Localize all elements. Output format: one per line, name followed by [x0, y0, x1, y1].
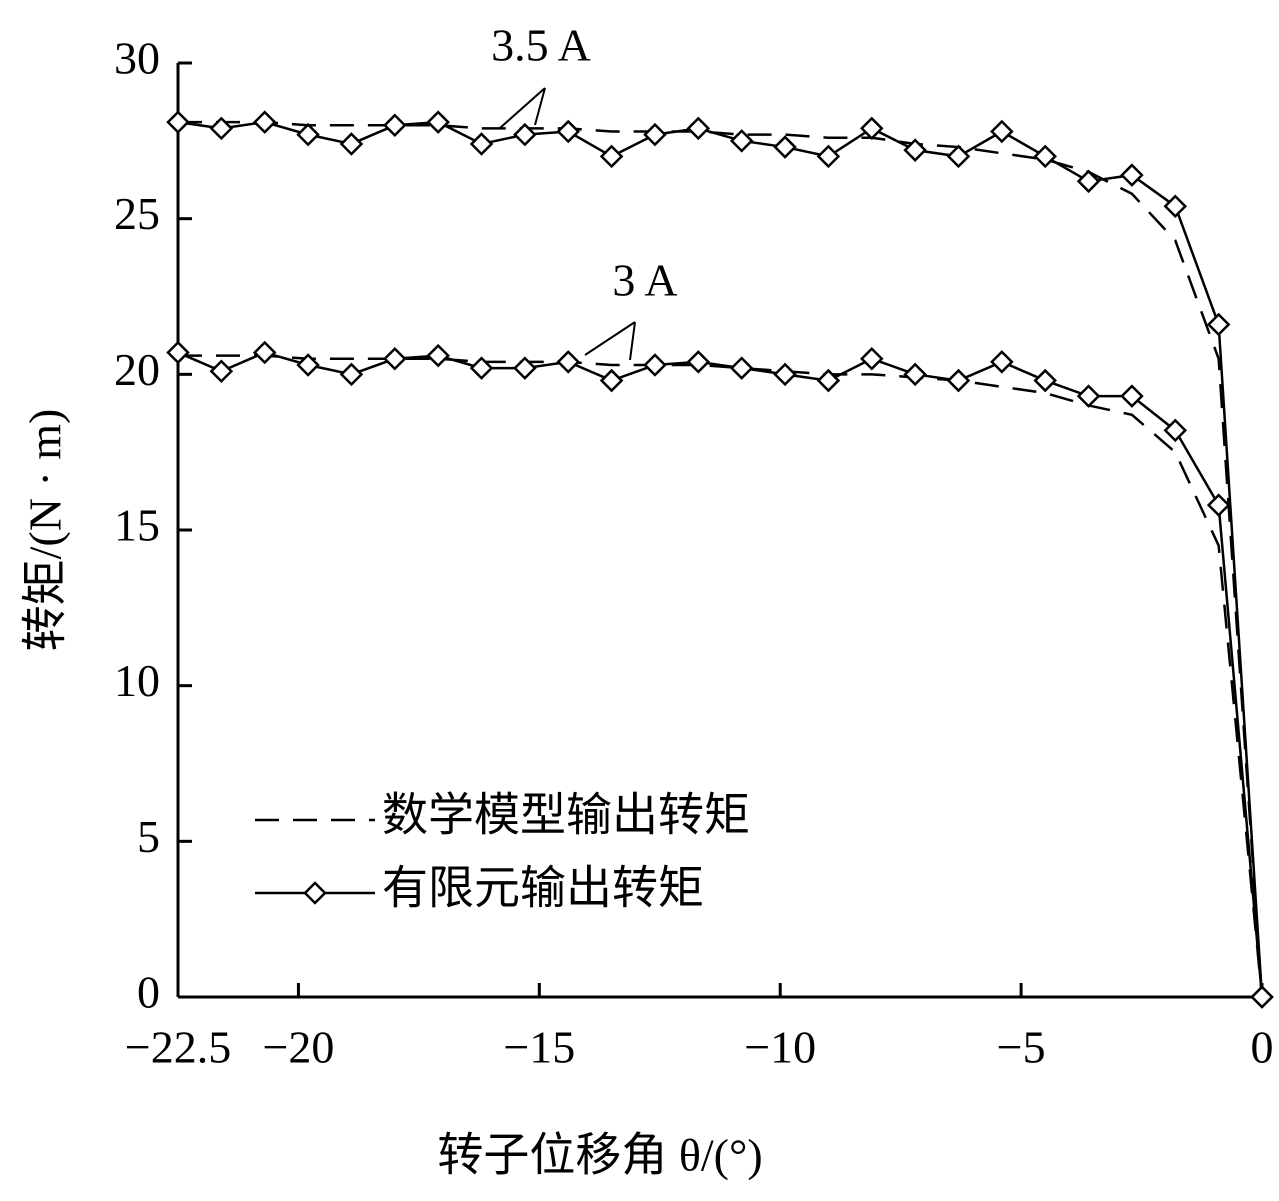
- fem-marker: [686, 116, 711, 141]
- annotation-leader: [534, 87, 546, 126]
- fem-marker: [1076, 169, 1101, 194]
- fem-marker: [556, 350, 581, 374]
- fem-marker: [686, 350, 711, 374]
- fem-marker: [1163, 418, 1188, 443]
- fem-marker: [383, 346, 407, 371]
- legend-label: 数学模型输出转矩: [382, 790, 750, 841]
- fem-marker: [166, 340, 190, 365]
- x-tick-label: −10: [744, 1022, 816, 1073]
- fem-marker: [990, 119, 1014, 144]
- fem-marker: [903, 138, 927, 162]
- fem-marker: [946, 368, 971, 393]
- fem-marker: [599, 144, 624, 169]
- fem-marker: [773, 135, 797, 159]
- fem-marker: [513, 356, 537, 380]
- fem-marker: [729, 129, 754, 153]
- fem-marker: [296, 122, 320, 147]
- y-tick-label: 20: [114, 344, 160, 395]
- x-tick-label: 0: [1251, 1022, 1274, 1073]
- annotation-leader: [584, 321, 636, 356]
- x-tick-label: −5: [997, 1022, 1046, 1073]
- y-axis-label: 转矩/(N · m): [20, 409, 71, 652]
- fem-line: [177, 351, 1264, 998]
- annotation-leader: [499, 87, 546, 129]
- fem-marker: [1033, 368, 1057, 393]
- fem-marker: [469, 356, 494, 380]
- fem-marker: [469, 132, 494, 156]
- fem-marker: [1206, 312, 1231, 337]
- fem-marker: [1076, 384, 1101, 408]
- fem-marker: [209, 359, 234, 383]
- fem-marker: [816, 368, 841, 393]
- fem-marker: [859, 116, 884, 141]
- fem-marker: [729, 356, 754, 380]
- x-tick-label: −20: [262, 1022, 334, 1073]
- fem-marker: [426, 343, 450, 368]
- fem-marker: [643, 122, 667, 147]
- fem-line: [177, 120, 1264, 998]
- fem-marker: [296, 353, 320, 377]
- y-tick-label: 0: [137, 967, 160, 1018]
- x-tick-label: −15: [503, 1022, 575, 1073]
- fem-marker: [1163, 194, 1188, 218]
- fem-marker: [990, 350, 1014, 374]
- fem-marker: [426, 110, 450, 134]
- fem-marker: [383, 113, 407, 138]
- fem-marker: [339, 362, 364, 387]
- fem-marker: [1206, 493, 1231, 517]
- legend-marker: [303, 881, 327, 905]
- fem-marker: [946, 144, 971, 169]
- model-line: [178, 120, 1264, 998]
- fem-marker: [166, 110, 190, 134]
- fem-marker: [816, 144, 841, 169]
- fem-marker: [903, 362, 927, 387]
- fem-marker: [1120, 163, 1144, 187]
- fem-marker: [556, 119, 581, 144]
- fem-marker: [1033, 144, 1057, 169]
- x-tick-label: −22.5: [125, 1022, 231, 1073]
- fem-marker: [209, 116, 234, 141]
- fem-marker: [252, 340, 277, 365]
- annotation: 3 A: [612, 255, 677, 306]
- annotation-leader: [629, 321, 636, 361]
- annotation: 3.5 A: [491, 20, 591, 71]
- fem-marker: [773, 362, 797, 387]
- model-line: [178, 354, 1264, 998]
- fem-marker: [1250, 985, 1274, 1009]
- fem-marker: [252, 110, 277, 134]
- x-axis-label: 转子位移角 θ/(°): [437, 1130, 762, 1181]
- y-tick-label: 25: [114, 188, 160, 239]
- legend-label: 有限元输出转矩: [382, 863, 704, 914]
- fem-marker: [859, 346, 884, 371]
- y-tick-label: 30: [114, 33, 160, 84]
- fem-marker: [339, 132, 364, 156]
- fem-marker: [599, 368, 624, 393]
- fem-marker: [513, 122, 537, 147]
- y-tick-label: 10: [114, 655, 160, 706]
- fem-marker: [643, 353, 667, 377]
- fem-marker: [1120, 384, 1144, 408]
- y-tick-label: 15: [114, 500, 160, 551]
- y-tick-label: 5: [137, 811, 160, 862]
